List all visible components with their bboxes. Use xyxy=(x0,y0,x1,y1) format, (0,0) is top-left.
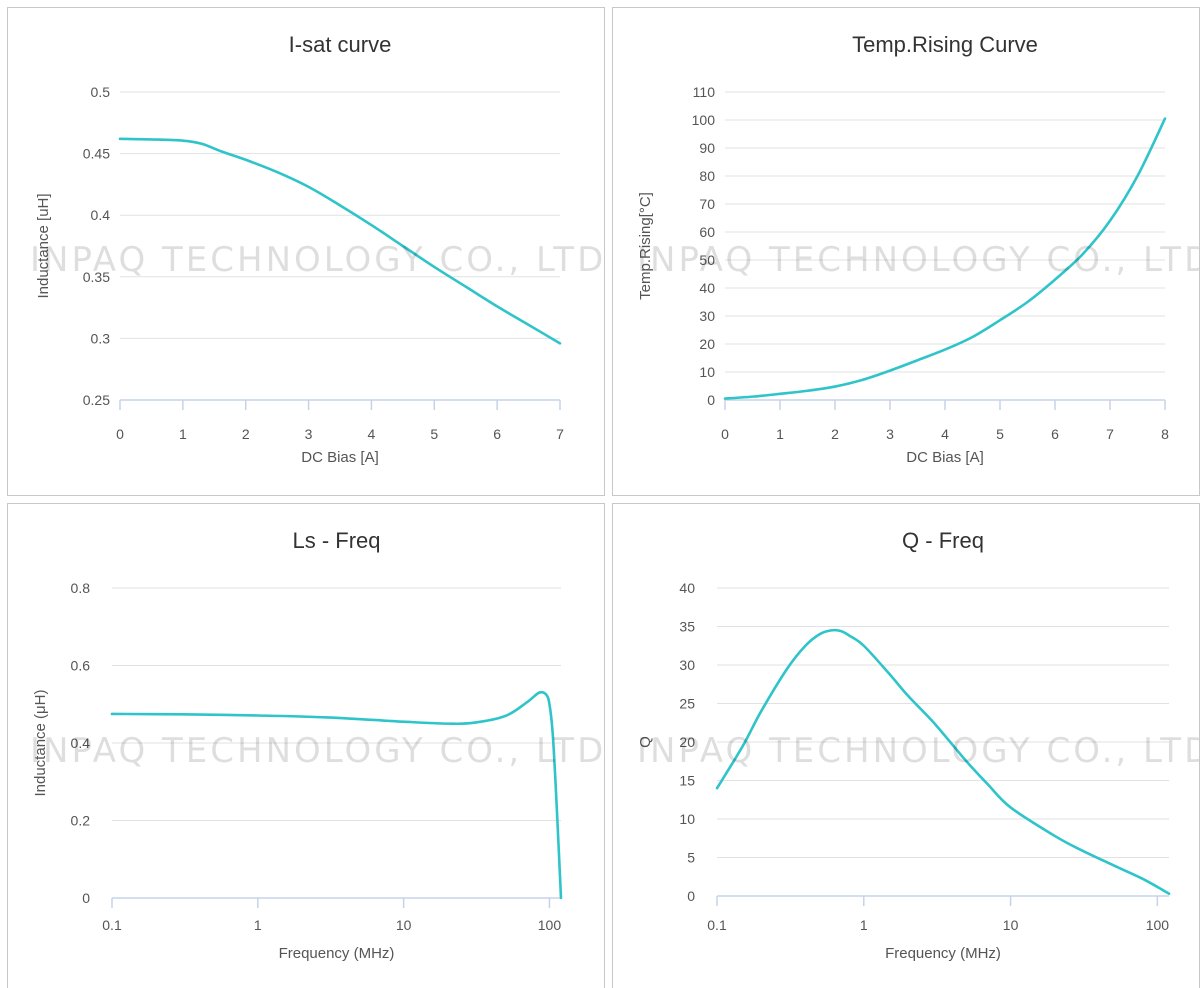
y-tick-label: 10 xyxy=(699,364,715,380)
series-line xyxy=(723,117,1167,400)
y-tick-label: 80 xyxy=(699,168,715,184)
x-tick-label: 8 xyxy=(1161,426,1169,442)
series-line xyxy=(110,690,563,900)
y-tick-label: 30 xyxy=(679,657,695,673)
y-tick-label: 0.45 xyxy=(83,146,110,162)
y-tick-label: 0.8 xyxy=(71,580,91,596)
x-tick-label: 1 xyxy=(776,426,784,442)
x-tick-label: 7 xyxy=(1106,426,1114,442)
y-axis-label: Q xyxy=(637,736,654,748)
x-tick-label: 1 xyxy=(254,917,262,933)
x-axis-label: Frequency (MHz) xyxy=(885,945,1001,962)
x-tick-label: 2 xyxy=(242,426,250,442)
y-tick-label: 0 xyxy=(687,888,695,904)
q-freq-chart-panel: 0 5 10 15 20 25 30 35 40 0.1 1 10 100 Q - Freq Frequen… xyxy=(612,503,1200,988)
x-tick-label: 6 xyxy=(1051,426,1059,442)
y-tick-label: 0.4 xyxy=(71,735,91,751)
x-tick-label: 4 xyxy=(941,426,949,442)
x-tick-label: 2 xyxy=(831,426,839,442)
ls-freq-chart: 0 0.2 0.4 0.6 0.8 0.1 1 10 100 Ls - Freq Frequency… xyxy=(32,528,563,962)
y-axis-label: Inductance [uH] xyxy=(35,193,52,298)
isat-chart: 0.25 0.3 0.35 0.4 0.45 0.5 0 1 2 3 4 5 6 7 I-sat curve… xyxy=(35,32,564,466)
chart-title: Temp.Rising Curve xyxy=(852,32,1038,57)
y-tick-label: 40 xyxy=(679,580,695,596)
x-tick-label: 6 xyxy=(493,426,501,442)
x-axis-label: DC Bias [A] xyxy=(906,449,984,466)
chart-title: Ls - Freq xyxy=(292,528,380,553)
x-axis-label: Frequency (MHz) xyxy=(279,945,395,962)
x-tick-label: 0 xyxy=(721,426,729,442)
x-axis-label: DC Bias [A] xyxy=(301,449,379,466)
x-tick-label: 1 xyxy=(860,917,868,933)
y-tick-label: 20 xyxy=(699,336,715,352)
y-tick-label: 0.35 xyxy=(83,269,110,285)
q-freq-chart: 0 5 10 15 20 25 30 35 40 0.1 1 10 100 Q - Freq Frequen… xyxy=(637,528,1171,962)
x-tick-label: 3 xyxy=(886,426,894,442)
x-tick-label: 100 xyxy=(538,917,562,933)
y-tick-label: 0 xyxy=(82,890,90,906)
y-tick-label: 20 xyxy=(679,734,695,750)
x-tick-label: 0.1 xyxy=(102,917,122,933)
y-tick-label: 0.6 xyxy=(71,658,91,674)
y-tick-label: 100 xyxy=(692,112,716,128)
y-tick-label: 70 xyxy=(699,196,715,212)
y-tick-label: 0.25 xyxy=(83,392,110,408)
y-tick-label: 25 xyxy=(679,696,695,712)
chart-title: I-sat curve xyxy=(289,32,392,57)
x-tick-label: 0 xyxy=(116,426,124,442)
y-tick-label: 0 xyxy=(707,392,715,408)
y-tick-label: 10 xyxy=(679,811,695,827)
x-tick-label: 5 xyxy=(996,426,1004,442)
x-tick-label: 1 xyxy=(179,426,187,442)
y-tick-label: 15 xyxy=(679,773,695,789)
y-axis-label: Temp.Rising[°C] xyxy=(637,192,654,300)
y-tick-label: 5 xyxy=(687,850,695,866)
ls-freq-chart-panel: 0 0.2 0.4 0.6 0.8 0.1 1 10 100 Ls - Freq Frequency… xyxy=(7,503,605,988)
y-axis-label: Inductance (μH) xyxy=(32,689,49,796)
isat-chart-panel: 0.25 0.3 0.35 0.4 0.45 0.5 0 1 2 3 4 5 6 7 I-sat curve… xyxy=(7,7,605,496)
y-tick-label: 60 xyxy=(699,224,715,240)
temp-rising-chart: 0 10 20 30 40 50 60 70 80 90 100 110 0 1 2 3 4 5 6 7 8 Temp.R… xyxy=(637,32,1169,466)
y-tick-label: 0.5 xyxy=(91,84,111,100)
series-line xyxy=(118,137,562,345)
x-tick-label: 0.1 xyxy=(707,917,727,933)
y-tick-label: 0.2 xyxy=(71,813,91,829)
y-tick-label: 30 xyxy=(699,308,715,324)
y-tick-label: 40 xyxy=(699,280,715,296)
y-tick-label: 50 xyxy=(699,252,715,268)
x-tick-label: 10 xyxy=(1003,917,1019,933)
x-tick-label: 7 xyxy=(556,426,564,442)
temp-rising-chart-panel: 0 10 20 30 40 50 60 70 80 90 100 110 0 1 2 3 4 5 6 7 8 Temp.R… xyxy=(612,7,1200,496)
y-tick-label: 90 xyxy=(699,140,715,156)
x-tick-label: 4 xyxy=(368,426,376,442)
series-line xyxy=(715,628,1171,895)
y-tick-label: 35 xyxy=(679,619,695,635)
x-tick-label: 100 xyxy=(1146,917,1170,933)
y-tick-label: 0.3 xyxy=(91,330,111,346)
y-tick-label: 0.4 xyxy=(91,207,111,223)
x-tick-label: 3 xyxy=(305,426,313,442)
chart-title: Q - Freq xyxy=(902,528,984,553)
x-tick-label: 10 xyxy=(396,917,412,933)
y-tick-label: 110 xyxy=(693,84,716,100)
x-tick-label: 5 xyxy=(430,426,438,442)
